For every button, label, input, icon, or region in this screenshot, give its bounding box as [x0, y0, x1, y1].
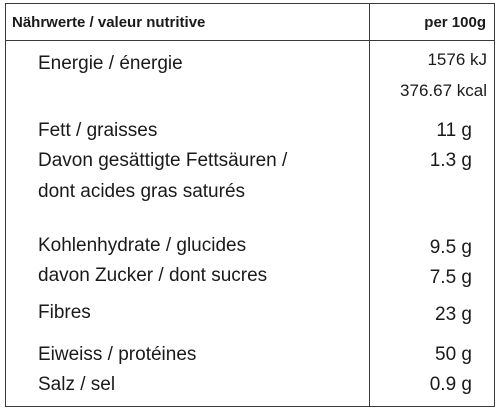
- fat-value: 11 g: [436, 120, 472, 141]
- table-header: Nährwerte / valeur nutritive per 100g: [6, 4, 494, 41]
- header-name: Nährwerte / valeur nutritive: [12, 14, 206, 31]
- saturated-value: 1.3 g: [429, 150, 472, 171]
- fat-label: Fett / graisses: [38, 120, 158, 141]
- nutrition-table: Nährwerte / valeur nutritive per 100g En…: [5, 3, 495, 407]
- saturated-label-line2: dont acides gras saturés: [38, 181, 246, 202]
- column-divider: [369, 4, 370, 406]
- sugar-label: davon Zucker / dont sucres: [38, 265, 268, 286]
- energy-kj-value: 1576 kJ: [427, 50, 487, 69]
- salt-value: 0.9 g: [429, 374, 472, 395]
- carbs-label: Kohlenhydrate / glucides: [38, 235, 247, 256]
- carbs-value: 9.5 g: [429, 237, 472, 258]
- header-unit: per 100g: [424, 14, 486, 31]
- fibre-value: 23 g: [435, 304, 472, 325]
- energy-kcal-value: 376.67 kcal: [400, 81, 487, 100]
- sugar-value: 7.5 g: [429, 267, 472, 288]
- protein-label: Eiweiss / protéines: [38, 344, 197, 365]
- protein-value: 50 g: [435, 344, 472, 365]
- salt-label: Salz / sel: [38, 374, 116, 395]
- energy-label: Energie / énergie: [38, 53, 183, 74]
- fibre-label: Fibres: [38, 302, 91, 323]
- saturated-label-line1: Davon gesättigte Fettsäuren /: [38, 150, 288, 171]
